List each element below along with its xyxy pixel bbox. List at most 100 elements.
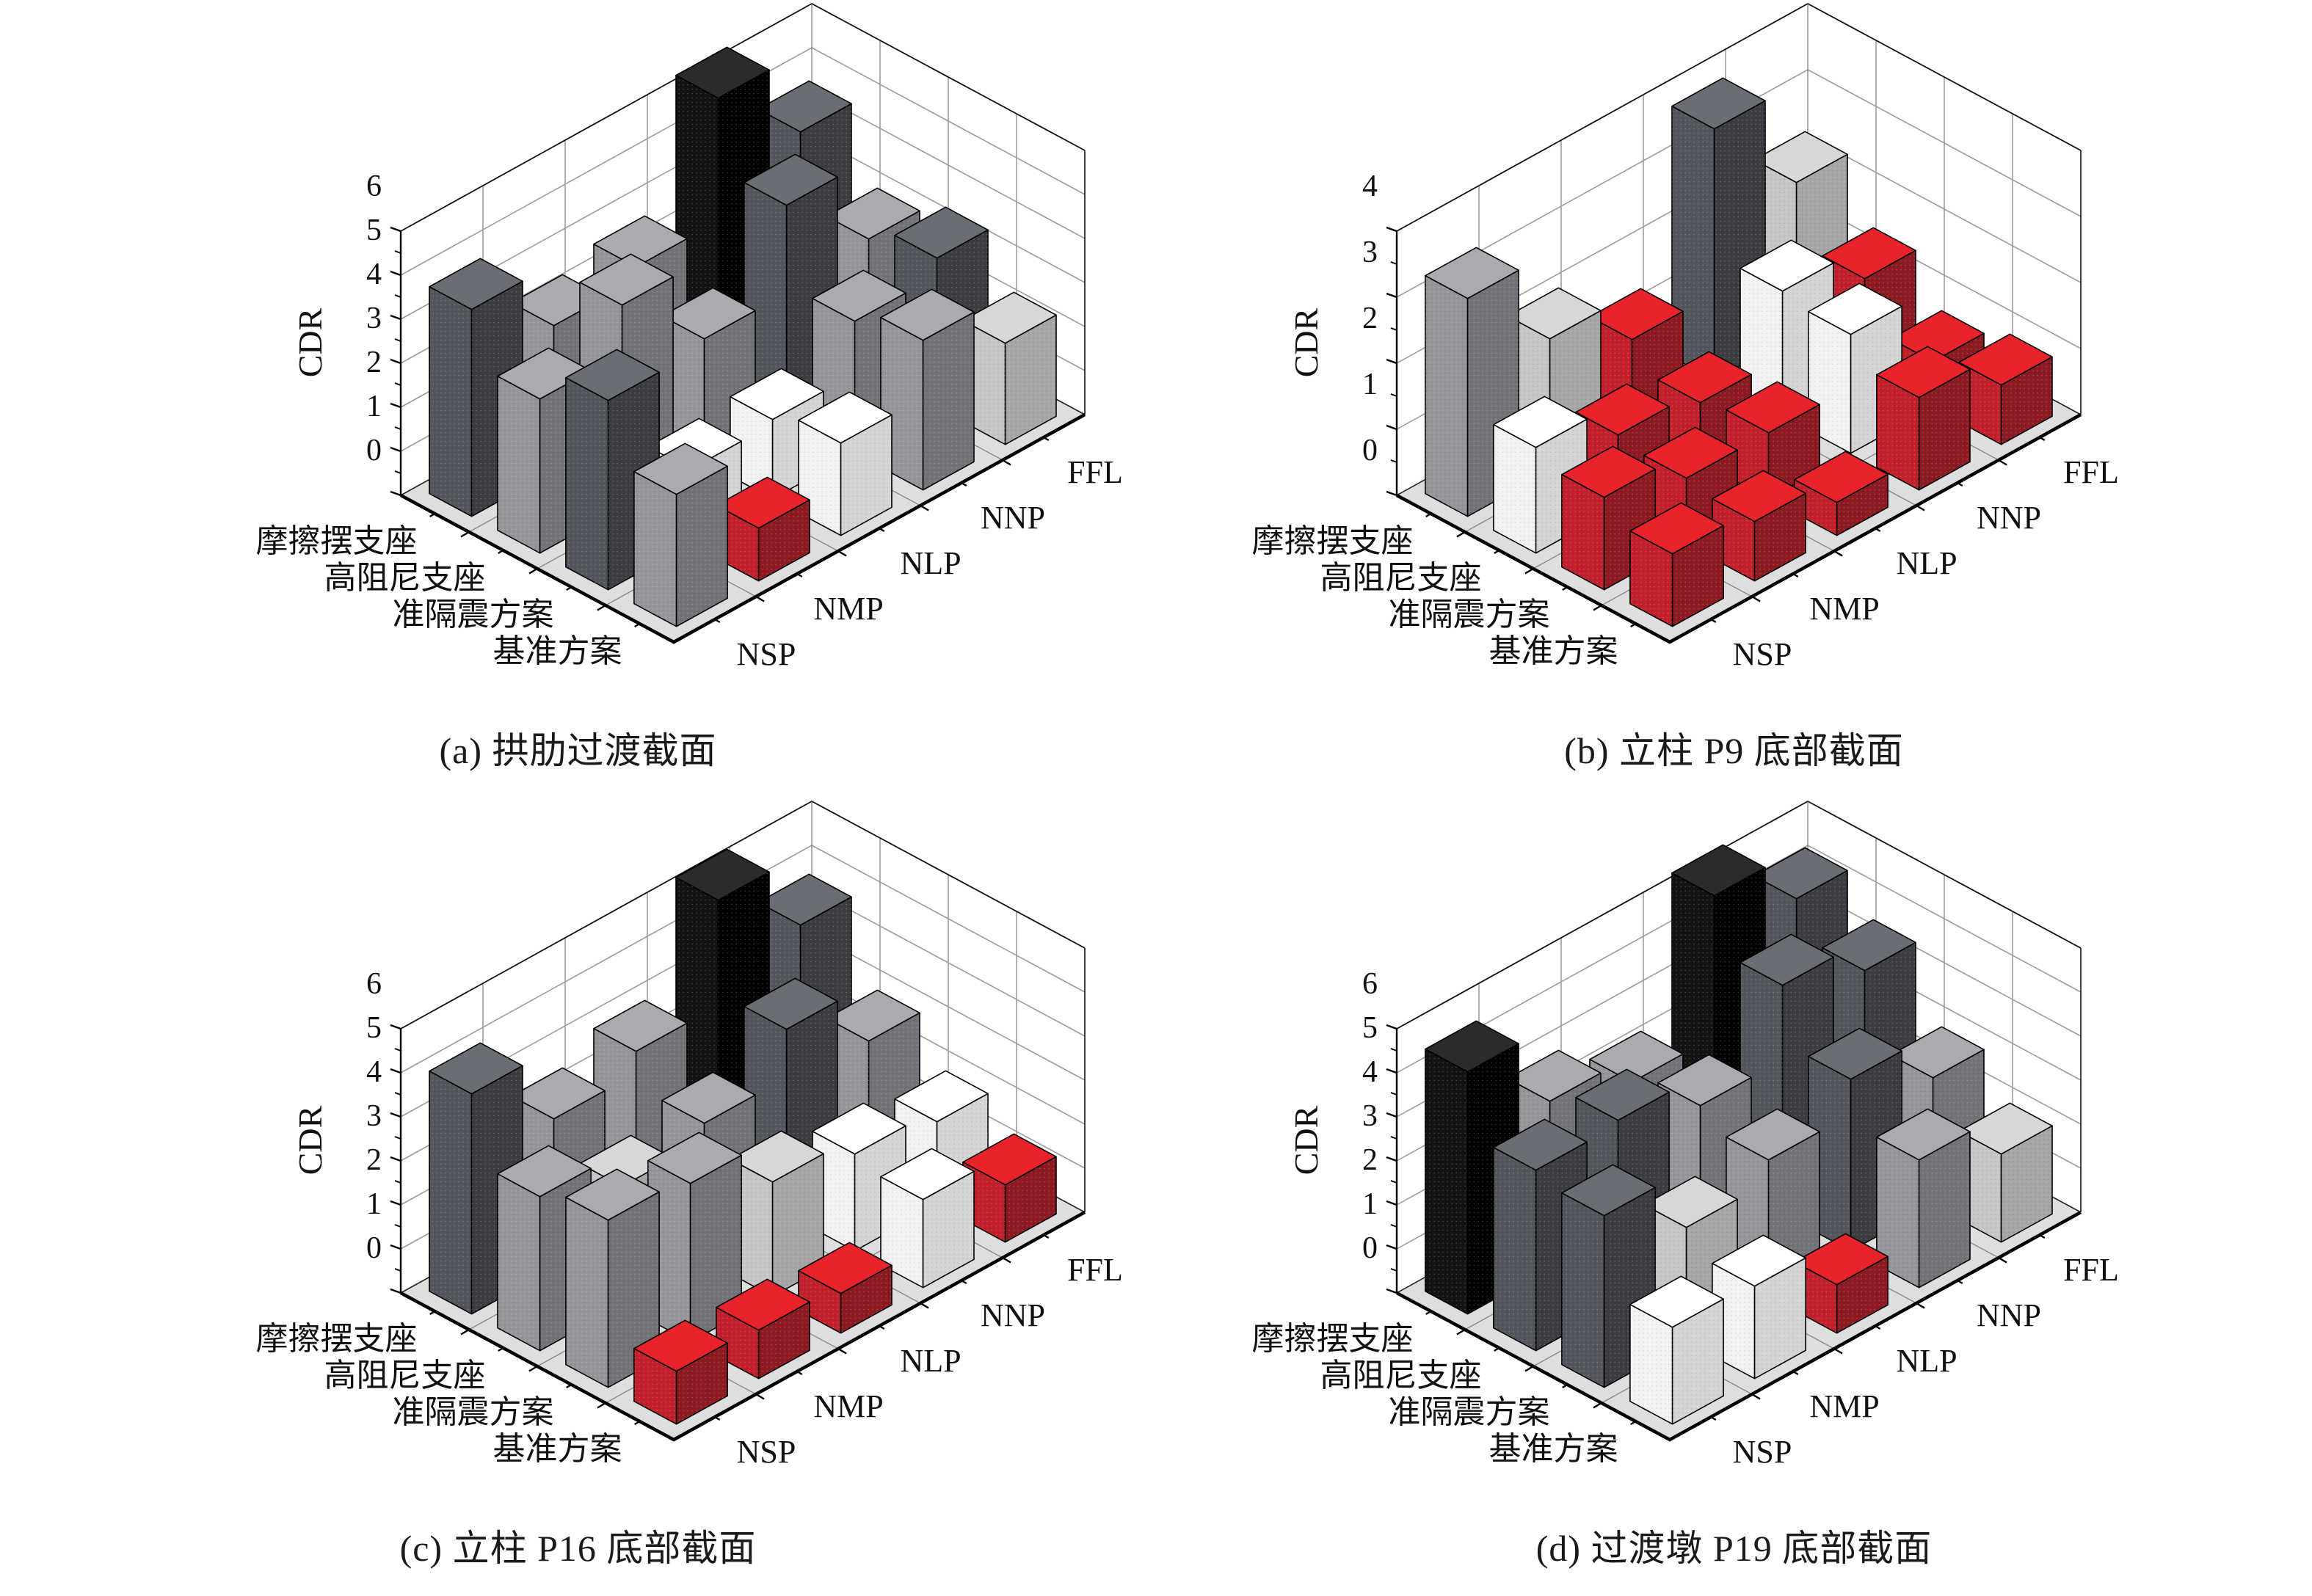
x-axis-tick <box>1916 1302 1925 1309</box>
x-axis-tick <box>1710 1415 1717 1421</box>
z-axis-minor-tick <box>394 470 401 474</box>
chart-d-transition-pier-p19-base: 0 1 2 3 4 5 6 CDR NSP NMP NLP NNP FFL 基准方案准隔震方案高阻尼支座摩… <box>1252 800 2119 1470</box>
x-axis-tick <box>796 1370 803 1376</box>
y-axis-tick <box>1494 549 1500 555</box>
z-tick-label: 6 <box>366 170 382 203</box>
z-axis-tick <box>1386 1244 1397 1250</box>
x-axis-tick <box>920 504 929 511</box>
z-axis-minor-tick <box>1390 393 1397 397</box>
x-category-label: NMP <box>813 591 883 627</box>
z-tick-label: 3 <box>366 1099 382 1133</box>
y-axis-tick <box>1456 531 1466 538</box>
caption-b: (b) 立柱 P9 底部截面 <box>1564 730 1904 771</box>
caption-a: (a) 拱肋过渡截面 <box>439 730 717 771</box>
x-axis-tick <box>961 481 967 487</box>
x-axis-tick <box>1043 436 1050 442</box>
z-axis-tick <box>1386 358 1397 365</box>
x-category-label: NNP <box>1977 1297 2041 1333</box>
bar-d-s0-x3 <box>1876 1108 1971 1289</box>
bar-a-s0-x3 <box>880 288 975 491</box>
y-axis-tick <box>1494 1347 1500 1352</box>
y-axis-tick <box>1630 1420 1637 1426</box>
z-axis-tick <box>1386 292 1397 299</box>
y-category-label: 基准方案 <box>1489 1431 1618 1467</box>
floor-front-edges <box>1395 413 2082 644</box>
y-axis-tick <box>528 567 538 575</box>
z-tick-label: 5 <box>1362 1011 1378 1045</box>
z-axis-minor-tick <box>394 1092 401 1096</box>
y-category-label: 准隔震方案 <box>1389 597 1550 633</box>
z-axis-tick <box>1386 1112 1397 1118</box>
z-tick-label: 4 <box>1362 1055 1378 1089</box>
y-axis-tick <box>566 586 572 591</box>
x-axis-tick <box>837 550 847 557</box>
x-category-label: NMP <box>1809 591 1879 627</box>
x-axis-tick <box>920 1302 929 1309</box>
z-tick-label: 2 <box>1362 302 1378 335</box>
y-axis-tick <box>1562 1383 1568 1389</box>
x-axis-tick <box>1792 1370 1799 1376</box>
z-axis-minor-tick <box>394 382 401 386</box>
y-axis-tick <box>1456 1328 1466 1336</box>
z-axis-tick <box>1386 1200 1397 1206</box>
z-tick-label: 5 <box>366 214 382 247</box>
y-category-label: 高阻尼支座 <box>1320 1358 1482 1393</box>
y-category-label: 准隔震方案 <box>1389 1394 1550 1430</box>
x-axis-tick <box>1875 1324 1881 1330</box>
y-axis-tick <box>1524 1365 1534 1372</box>
x-category-label: NSP <box>1733 1434 1792 1470</box>
z-axis-minor-tick <box>1390 1180 1397 1184</box>
z-tick-label: 4 <box>366 258 382 291</box>
z-tick-label: 2 <box>1362 1143 1378 1177</box>
y-category-label: 摩擦摆支座 <box>256 523 418 559</box>
bar-b-s1-x0 <box>1561 445 1656 591</box>
x-category-label: FFL <box>2063 454 2119 490</box>
y-category-label: 准隔震方案 <box>393 1394 554 1430</box>
z-axis-tick <box>1386 424 1397 431</box>
bar-b-s0-x0 <box>1629 502 1724 627</box>
z-tick-label: 3 <box>1362 236 1378 269</box>
x-category-label: FFL <box>1067 1252 1123 1288</box>
floor-front-edges <box>399 413 1086 644</box>
z-axis-minor-tick <box>1390 1268 1397 1272</box>
panel-a: 0 1 2 3 4 5 6 CDR NSP NMP NLP NNP FFL 基准方案 准隔震方案 高阻尼支座摩… <box>0 0 1156 798</box>
z-axis-tick <box>1386 1068 1397 1074</box>
caption-d: (d) 过渡墩 P19 底部截面 <box>1535 1528 1933 1569</box>
x-axis-tick <box>961 1279 967 1285</box>
y-axis-tick <box>634 1420 641 1426</box>
x-axis-tick <box>1043 1234 1050 1239</box>
bar-a-s0-x0 <box>633 442 728 627</box>
bar-d-s0-x4 <box>1958 1102 2053 1243</box>
floor-front-edges <box>399 1211 1086 1442</box>
x-axis-tick <box>755 1393 765 1400</box>
y-category-label: 摩擦摆支座 <box>256 1321 418 1357</box>
x-axis-tick <box>1833 1347 1843 1355</box>
z-axis-tick <box>390 314 401 321</box>
x-axis-tick <box>837 1347 847 1355</box>
x-axis-tick <box>879 527 885 533</box>
z-tick-label: 1 <box>1362 368 1378 401</box>
z-axis-minor-tick <box>394 1136 401 1140</box>
bar-b-s0-x3 <box>1876 346 1971 491</box>
z-axis-tick <box>1386 226 1397 233</box>
z-axis-tick <box>390 1200 401 1206</box>
x-axis-tick <box>1998 1256 2007 1264</box>
z-axis-minor-tick <box>394 1180 401 1184</box>
panel-b: 0 1 2 3 4 CDR NSP NMP NLP NNP FFL 基准方案 准隔震方案 高阻尼支座 摩擦摆… <box>1156 0 2312 798</box>
bar-a-s0-x2 <box>798 391 893 536</box>
z-axis-minor-tick <box>394 426 401 430</box>
x-category-label: NLP <box>900 1343 961 1379</box>
z-tick-label: 5 <box>366 1011 382 1045</box>
z-tick-label: 2 <box>366 1143 382 1177</box>
y-axis-tick <box>429 1310 436 1316</box>
y-category-label: 高阻尼支座 <box>324 1358 486 1393</box>
y-axis-tick <box>1524 567 1534 575</box>
y-axis-tick <box>1425 512 1432 518</box>
z-tick-label: 3 <box>1362 1099 1378 1133</box>
bar-d-s0-x1 <box>1712 1234 1806 1380</box>
x-axis-tick <box>879 1324 885 1330</box>
x-category-label: NNP <box>1977 500 2041 536</box>
z-tick-label: 4 <box>366 1055 382 1089</box>
y-axis-tick <box>634 622 641 628</box>
